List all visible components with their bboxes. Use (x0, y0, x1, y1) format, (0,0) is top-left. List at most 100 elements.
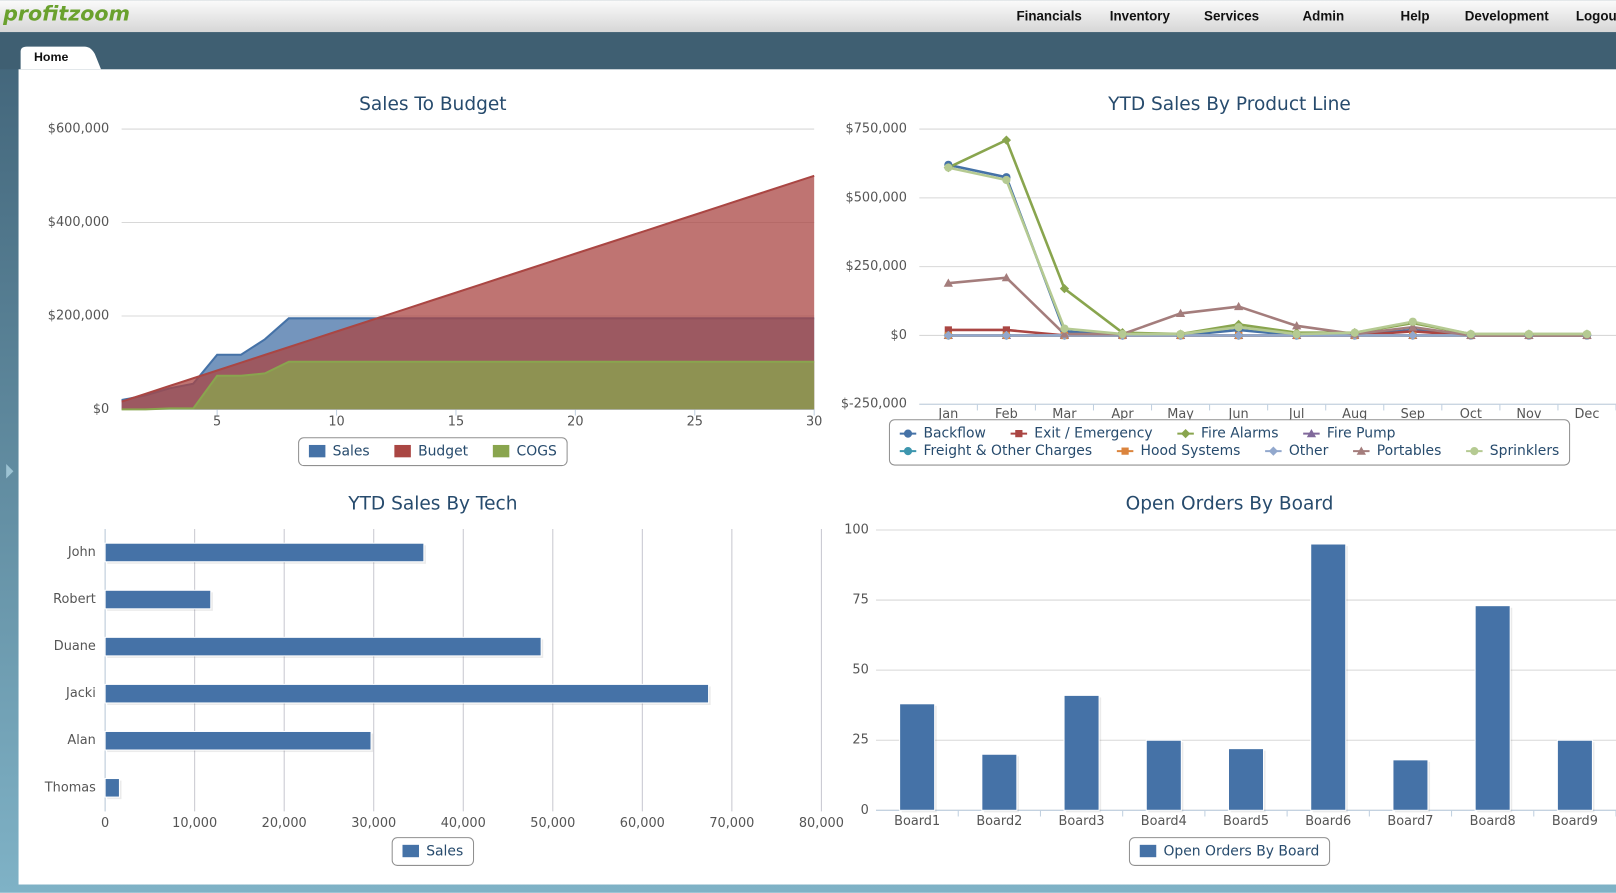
point (1233, 330, 1244, 341)
legend-label: Portables (1377, 443, 1442, 459)
legend-item[interactable]: Budget (394, 444, 469, 460)
x-tick-label: 5 (213, 414, 221, 429)
legend: Backflow Exit / Emergency Fire Alarms Fire … (888, 419, 1571, 466)
menu-item[interactable]: Financials (1016, 8, 1081, 23)
y-tick-label: 100 (844, 522, 869, 537)
x-category-label: Mar (1052, 407, 1077, 422)
bar (1474, 605, 1511, 811)
legend-label: Freight & Other Charges (923, 443, 1092, 459)
x-category-label: Jul (1288, 407, 1305, 422)
legend-item[interactable]: Exit / Emergency (1010, 426, 1153, 442)
legend-item[interactable]: Sprinklers (1466, 443, 1559, 459)
point (944, 326, 952, 334)
legend-swatch (402, 844, 419, 858)
x-tick-label: 20 (567, 414, 583, 429)
menu: Financials Inventory Services Admin Help Deve… (1016, 8, 1616, 23)
menu-item[interactable]: Services (1204, 8, 1259, 23)
bar (1063, 694, 1100, 811)
y-tick-label: $0 (93, 402, 109, 417)
y-tick-label: 50 (852, 663, 868, 678)
bar (1227, 748, 1265, 811)
menu-item[interactable]: Help (1401, 8, 1430, 23)
legend: Sales (391, 837, 475, 866)
point (1524, 329, 1534, 339)
point (944, 163, 953, 172)
point (1408, 317, 1417, 326)
y-category-label: Thomas (44, 780, 96, 795)
logo[interactable]: profitzoom (2, 2, 130, 26)
menu-item[interactable]: Development (1465, 8, 1550, 23)
x-tick-label: 40,000 (441, 816, 486, 831)
menu-item[interactable]: Inventory (1110, 8, 1171, 23)
x-category-label: Board5 (1223, 814, 1269, 829)
legend-item[interactable]: COGS (492, 444, 557, 460)
x-tick-label: 30,000 (351, 816, 396, 831)
legend-item[interactable]: Freight & Other Charges (899, 443, 1092, 459)
legend-swatch (308, 444, 326, 458)
area-fill (121, 361, 815, 410)
legend-item[interactable]: Backflow (899, 426, 986, 442)
legend-marker (1180, 428, 1191, 439)
bar (1145, 739, 1182, 811)
point (1059, 329, 1070, 338)
legend-item[interactable]: Fire Pump (1303, 426, 1396, 442)
x-category-label: Board1 (894, 814, 940, 829)
legend-item[interactable]: Fire Alarms (1177, 426, 1278, 442)
chart: YTD Sales By Product Line $-250,000 $0 $250… (841, 94, 1616, 466)
chart-title: YTD Sales By Product Line (1107, 94, 1351, 115)
point (1408, 322, 1418, 331)
chart-title: YTD Sales By Tech (347, 494, 517, 515)
bar (104, 589, 212, 610)
legend-item[interactable]: Sales (308, 444, 370, 460)
tab-label[interactable]: Home (34, 50, 68, 64)
y-category-label: Alan (67, 733, 95, 748)
point (1292, 329, 1301, 339)
legend-item[interactable]: Sales (402, 844, 463, 860)
legend: Open Orders By Board (1128, 837, 1331, 866)
x-tick-label: 0 (101, 816, 109, 831)
bar (104, 778, 120, 798)
y-tick-label: 25 (852, 733, 868, 748)
menu-item[interactable]: Admin (1303, 8, 1345, 23)
top-bar (0, 0, 1616, 33)
y-tick-label: $250,000 (846, 259, 907, 274)
x-category-label: Apr (1111, 407, 1134, 422)
y-category-label: John (67, 545, 96, 560)
point (1234, 323, 1243, 332)
legend-item[interactable]: Other (1265, 443, 1329, 459)
x-tick-label: 80,000 (799, 816, 844, 831)
legend-label: Budget (418, 444, 469, 460)
x-category-label: Board6 (1305, 814, 1351, 829)
legend-label: Backflow (923, 426, 985, 442)
x-category-label: Board3 (1059, 814, 1105, 829)
x-category-label: Nov (1516, 407, 1542, 422)
tab[interactable] (20, 46, 102, 70)
bar (1556, 739, 1593, 811)
legend-item[interactable]: Hood Systems (1116, 443, 1241, 459)
side-toggle[interactable] (6, 464, 14, 479)
chart: Sales To Budget $0 $200,000 $400,000 $600,00… (48, 94, 822, 467)
legend-marker (903, 429, 913, 438)
legend-marker (1470, 447, 1479, 456)
legend-item[interactable]: Open Orders By Board (1139, 844, 1320, 860)
y-tick-label: 75 (852, 593, 868, 608)
point (943, 330, 953, 341)
y-category-label: Jacki (65, 686, 96, 701)
legend-swatch (492, 444, 510, 458)
point (1233, 301, 1244, 311)
x-category-label: Board2 (976, 814, 1022, 829)
y-tick-label: $500,000 (846, 190, 907, 205)
x-tick-label: 60,000 (620, 816, 665, 831)
legend-item[interactable]: Portables (1353, 443, 1441, 459)
legend: Sales Budget COGS (298, 437, 568, 467)
bar (899, 703, 936, 811)
x-tick-label: 50,000 (530, 816, 575, 831)
y-tick-label: $600,000 (48, 122, 109, 137)
menu-item[interactable]: Logout (1576, 8, 1616, 23)
bar (1310, 543, 1347, 811)
point (1002, 175, 1011, 185)
legend-label: Open Orders By Board (1163, 844, 1319, 860)
point (1175, 308, 1186, 318)
area-line (121, 174, 815, 403)
